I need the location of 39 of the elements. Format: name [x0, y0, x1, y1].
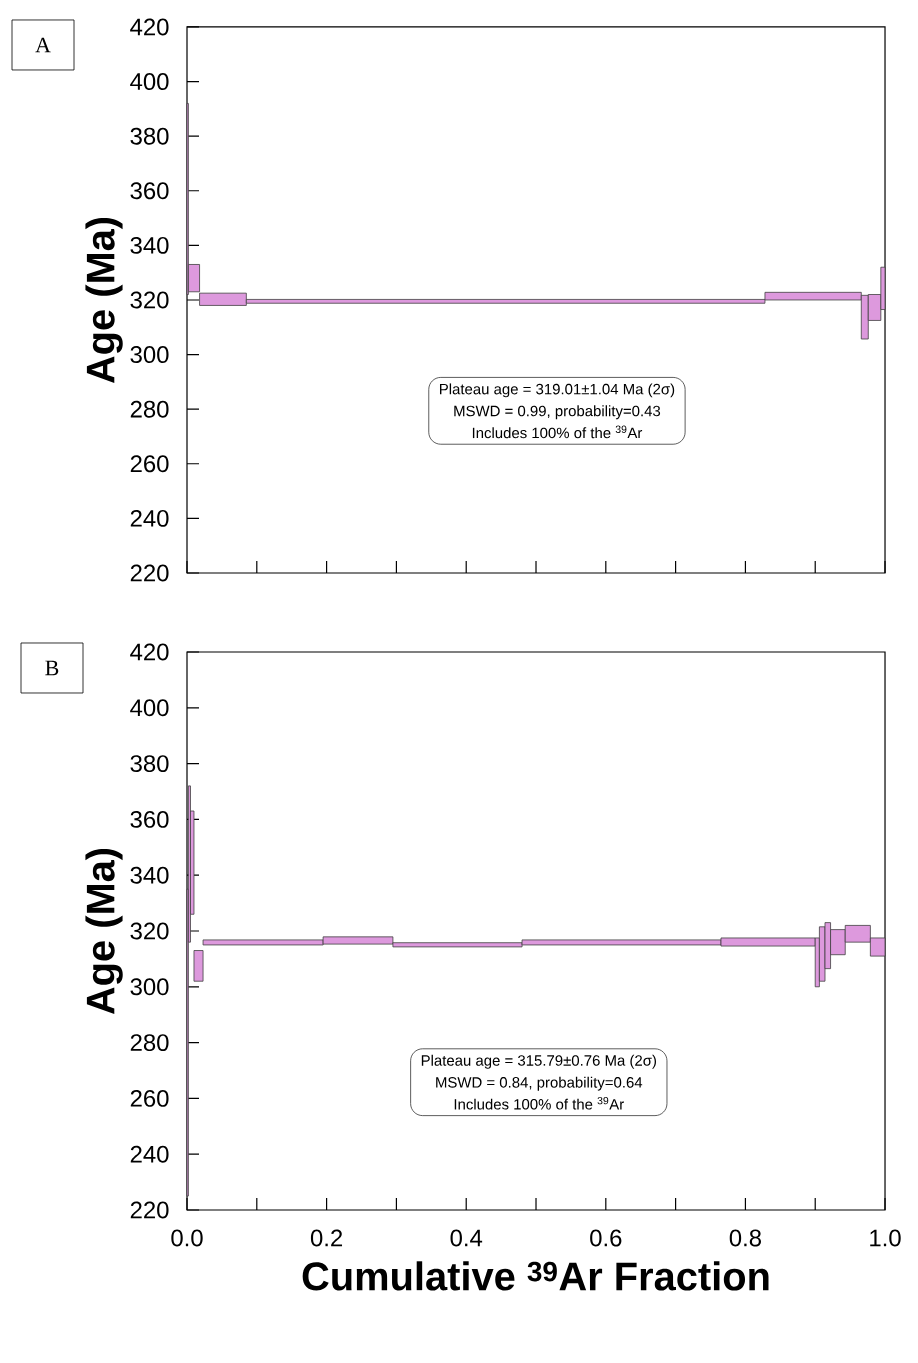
- y-tick-label: 260: [130, 1089, 169, 1107]
- annotation: MSWD = 0.84, probability=0.64: [436, 1076, 643, 1091]
- annotation: Plateau age = 315.79±0.76 Ma (2σ): [421, 1054, 657, 1069]
- y-tick-label: 420: [130, 18, 169, 36]
- y-tick-label: 220: [130, 1201, 169, 1219]
- y-tick-label: 240: [130, 509, 169, 527]
- y-tick-label: 300: [130, 346, 169, 364]
- y-tick-label: 300: [130, 978, 169, 996]
- y-tick-label: 400: [130, 73, 169, 91]
- annotation: MSWD = 0.99, probability=0.43: [454, 405, 661, 420]
- y-tick-label: 360: [130, 810, 169, 828]
- x-tick-label: 0.8: [729, 1229, 761, 1247]
- x-tick-label: 0.6: [590, 1229, 622, 1247]
- x-tick-label: 0.4: [450, 1229, 483, 1247]
- y-tick-label: 420: [130, 643, 169, 661]
- annotation: Includes 100% of the $^{39}$Ar: [454, 1096, 624, 1110]
- y-tick-label: 320: [130, 291, 169, 309]
- y-tick-label: 380: [130, 127, 169, 145]
- x-tick-label: 0.2: [310, 1229, 343, 1247]
- chart-title: A: [35, 37, 51, 53]
- y-tick-label: 380: [130, 755, 169, 773]
- y-tick-label: 400: [130, 699, 169, 717]
- y-tick-label: 360: [130, 182, 169, 200]
- y-tick-label: 280: [130, 1034, 169, 1052]
- y-axis-title: Age (Ma): [85, 848, 123, 1015]
- y-axis-title: Age (Ma): [85, 217, 123, 384]
- y-tick-label: 280: [130, 400, 169, 418]
- y-tick-label: 320: [130, 922, 169, 940]
- y-tick-label: 340: [130, 236, 169, 254]
- y-tick-label: 240: [130, 1145, 169, 1163]
- y-tick-label: 220: [130, 564, 169, 582]
- annotation: Includes 100% of the $^{39}$Ar: [472, 425, 643, 439]
- x-tick-label: 1.0: [870, 1229, 901, 1247]
- x-tick-label: 0.0: [171, 1229, 203, 1247]
- annotation: Plateau age = 319.01±1.04 Ma (2σ): [439, 383, 675, 398]
- chart-title: B: [45, 660, 59, 676]
- x-axis-title: Cumulative $^{39}$Ar Fraction: [302, 1261, 769, 1291]
- y-tick-label: 340: [130, 866, 169, 884]
- y-tick-label: 260: [130, 455, 169, 473]
